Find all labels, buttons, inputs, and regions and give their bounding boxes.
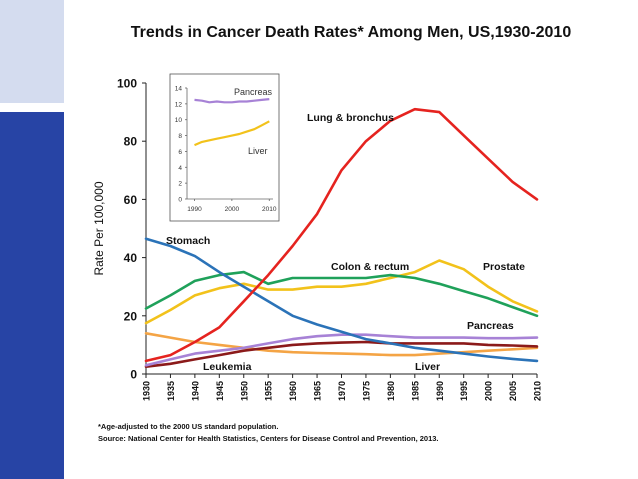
inset-y-tick-label: 0 <box>178 197 182 204</box>
sidebar-accent-dark <box>0 112 64 479</box>
inset-y-tick-label: 14 <box>175 86 183 93</box>
source-text: Source: National Center for Health Stati… <box>98 434 439 443</box>
series-line-stomach <box>144 237 539 363</box>
inset-series-label-liver: Liver <box>248 146 268 156</box>
x-tick-label: 2000 <box>484 381 494 401</box>
series-line-liver <box>144 331 539 357</box>
x-tick-label: 2010 <box>533 381 543 401</box>
series-label-lung-and-bronchus: Lung & bronchus <box>307 112 394 124</box>
x-tick-label: 1975 <box>361 381 371 401</box>
series-line-leukemia <box>144 340 539 369</box>
inset-y-tick-label: 6 <box>178 149 182 156</box>
inset-x-tick-label: 1990 <box>187 206 202 213</box>
x-tick-label: 1985 <box>410 381 420 401</box>
footnote-text: *Age-adjusted to the 2000 US standard po… <box>98 422 279 431</box>
series-line-pancreas <box>144 333 539 367</box>
inset-x-tick-label: 2010 <box>262 206 277 213</box>
series-label-leukemia: Leukemia <box>203 361 252 373</box>
slide-title: Trends in Cancer Death Rates* Among Men,… <box>130 24 572 41</box>
series-label-pancreas: Pancreas <box>467 320 514 332</box>
series-label-liver: Liver <box>415 361 440 373</box>
series-line-lung-and-bronchus <box>144 107 539 363</box>
series-label-stomach: Stomach <box>166 235 210 247</box>
inset-series-line-pancreas <box>194 98 270 104</box>
inset-y-tick-label: 12 <box>175 101 183 108</box>
x-tick-label: 1995 <box>459 381 469 401</box>
x-tick-label: 1990 <box>435 381 445 401</box>
inset-series-label-pancreas: Pancreas <box>234 87 273 97</box>
inset-y-tick-label: 10 <box>175 117 183 124</box>
y-tick-label: 20 <box>124 309 138 323</box>
x-tick-label: 1935 <box>166 381 176 401</box>
inset-y-tick-label: 4 <box>178 165 182 172</box>
y-tick-label: 100 <box>117 77 137 91</box>
series-line-prostate <box>144 259 539 325</box>
y-tick-label: 80 <box>124 135 138 149</box>
inset-frame <box>169 73 280 222</box>
x-tick-label: 1940 <box>190 381 200 401</box>
x-tick-label: 1930 <box>142 381 152 401</box>
sidebar-accent-light <box>0 0 64 103</box>
x-tick-label: 2005 <box>508 381 518 401</box>
x-tick-label: 1950 <box>239 381 249 401</box>
footnote-block: *Age-adjusted to the 2000 US standard po… <box>98 421 439 444</box>
x-tick-label: 1980 <box>386 381 396 401</box>
series-line-colon-and-rectum <box>144 270 539 318</box>
series-label-prostate: Prostate <box>483 261 525 273</box>
inset-y-tick-label: 2 <box>178 181 182 188</box>
y-tick-label: 0 <box>130 368 137 382</box>
y-axis-label: Rate Per 100,000 <box>92 181 106 275</box>
x-tick-label: 1945 <box>215 381 225 401</box>
x-tick-label: 1970 <box>337 381 347 401</box>
series-label-colon-and-rectum: Colon & rectum <box>331 261 409 273</box>
x-tick-label: 1955 <box>264 381 274 401</box>
inset-x-tick-label: 2000 <box>225 206 240 213</box>
inset-y-tick-label: 8 <box>178 133 182 140</box>
y-tick-label: 40 <box>124 251 138 265</box>
y-tick-label: 60 <box>124 193 138 207</box>
inset-series-line-liver <box>194 120 270 147</box>
x-tick-label: 1960 <box>288 381 298 401</box>
x-tick-label: 1965 <box>313 381 323 401</box>
